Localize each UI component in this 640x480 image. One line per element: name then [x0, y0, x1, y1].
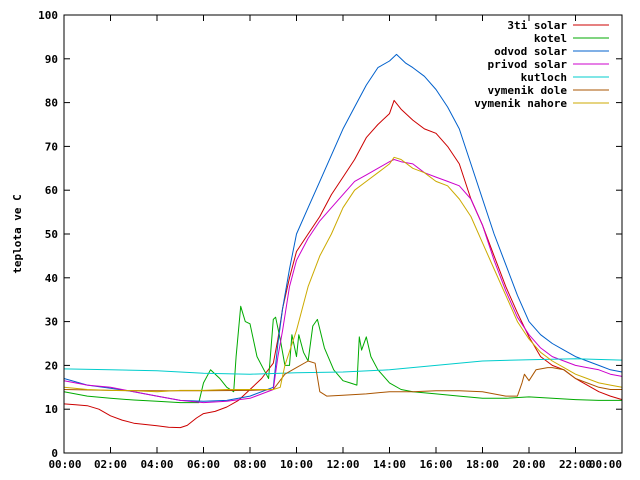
y-tick-label: 70 — [45, 140, 58, 153]
series-layer — [63, 53, 623, 429]
series-line-3ti-solar — [63, 99, 623, 429]
legend-label: vymenik dole — [488, 84, 568, 97]
x-tick-label: 12:00 — [326, 458, 359, 471]
series-line-odvod-solar — [63, 53, 623, 402]
legend-label: vymenik nahore — [474, 97, 567, 110]
y-tick-label: 20 — [45, 359, 58, 372]
y-tick-label: 100 — [38, 9, 58, 22]
legend-label: odvod solar — [494, 45, 567, 58]
y-tick-label: 60 — [45, 184, 58, 197]
y-tick-label: 30 — [45, 316, 58, 329]
y-tick-label: 40 — [45, 272, 58, 285]
y-tick-label: 0 — [51, 447, 58, 460]
x-tick-label: 18:00 — [466, 458, 499, 471]
ticks-layer: 0 10 20 30 40 50 60 70 80 90 100 00:00 02:00 04:00 06:… — [38, 9, 623, 471]
x-tick-label: 00:00 — [589, 458, 622, 471]
x-tick-label: 08:00 — [233, 458, 266, 471]
y-tick-label: 10 — [45, 403, 58, 416]
x-tick-label: 00:00 — [48, 458, 81, 471]
x-tick-label: 22:00 — [559, 458, 592, 471]
x-tick-label: 16:00 — [419, 458, 452, 471]
y-tick-label: 50 — [45, 228, 58, 241]
series-line-privod-solar — [63, 159, 623, 404]
legend-label: kotel — [534, 32, 567, 45]
x-tick-label: 14:00 — [373, 458, 406, 471]
y-tick-label: 80 — [45, 97, 58, 110]
x-tick-label: 02:00 — [94, 458, 127, 471]
x-tick-label: 10:00 — [280, 458, 313, 471]
legend-label: kutloch — [521, 71, 567, 84]
y-tick-label: 90 — [45, 53, 58, 66]
x-tick-label: 04:00 — [140, 458, 173, 471]
y-axis-label: teplota ve C — [11, 194, 24, 273]
x-tick-label: 20:00 — [512, 458, 545, 471]
series-line-kutloch — [63, 358, 623, 375]
series-line-vymenik-dole — [63, 360, 622, 397]
x-tick-label: 06:00 — [187, 458, 220, 471]
legend-label: privod solar — [488, 58, 568, 71]
legend-label: 3ti solar — [507, 19, 567, 32]
series-line-vymenik-nahore — [63, 156, 623, 393]
series-line-kotel — [63, 305, 622, 404]
